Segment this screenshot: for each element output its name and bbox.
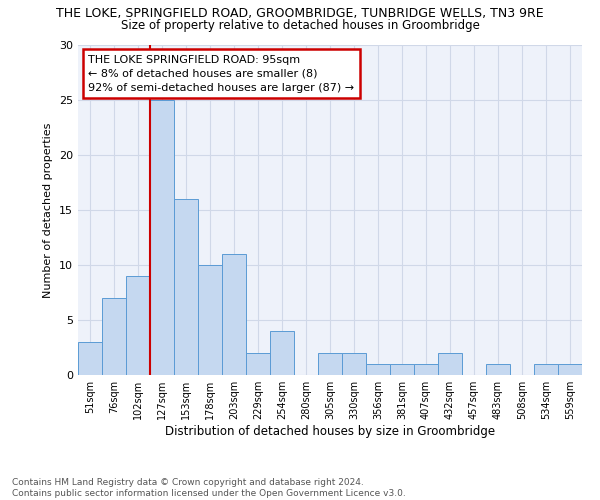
Bar: [222, 254, 246, 375]
Bar: [246, 353, 270, 375]
Bar: [126, 276, 150, 375]
Bar: [102, 298, 126, 375]
Bar: [342, 353, 366, 375]
Bar: [438, 353, 462, 375]
X-axis label: Distribution of detached houses by size in Groombridge: Distribution of detached houses by size …: [165, 425, 495, 438]
Bar: [150, 100, 174, 375]
Bar: [198, 265, 222, 375]
Bar: [486, 364, 510, 375]
Text: Size of property relative to detached houses in Groombridge: Size of property relative to detached ho…: [121, 18, 479, 32]
Bar: [174, 199, 198, 375]
Bar: [414, 364, 438, 375]
Bar: [78, 342, 102, 375]
Bar: [390, 364, 414, 375]
Bar: [534, 364, 558, 375]
Text: THE LOKE, SPRINGFIELD ROAD, GROOMBRIDGE, TUNBRIDGE WELLS, TN3 9RE: THE LOKE, SPRINGFIELD ROAD, GROOMBRIDGE,…: [56, 8, 544, 20]
Bar: [558, 364, 582, 375]
Bar: [318, 353, 342, 375]
Bar: [270, 331, 294, 375]
Text: THE LOKE SPRINGFIELD ROAD: 95sqm
← 8% of detached houses are smaller (8)
92% of : THE LOKE SPRINGFIELD ROAD: 95sqm ← 8% of…: [88, 55, 354, 93]
Bar: [366, 364, 390, 375]
Y-axis label: Number of detached properties: Number of detached properties: [43, 122, 53, 298]
Text: Contains HM Land Registry data © Crown copyright and database right 2024.
Contai: Contains HM Land Registry data © Crown c…: [12, 478, 406, 498]
